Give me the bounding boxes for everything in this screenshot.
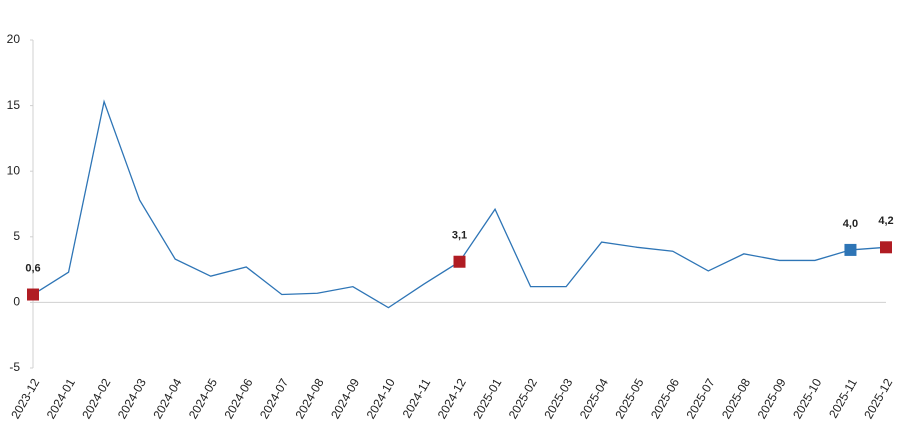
x-tick-label: 2024-05	[186, 376, 220, 421]
x-tick-label: 2025-06	[648, 376, 682, 421]
y-tick-label: 15	[7, 98, 21, 112]
x-tick-label: 2024-02	[79, 376, 113, 421]
x-tick-label: 2024-11	[400, 376, 434, 421]
x-tick-label: 2024-04	[150, 376, 184, 421]
value-label: 3,1	[452, 230, 467, 242]
marker	[27, 288, 39, 301]
x-tick-label: 2024-06	[221, 376, 255, 421]
x-tick-label: 2023-12	[8, 376, 42, 421]
x-tick-label: 2024-07	[257, 376, 291, 421]
value-label: 4,2	[878, 215, 893, 227]
x-tick-label: 2025-04	[577, 376, 611, 421]
line	[32, 99, 887, 309]
marker	[844, 243, 857, 256]
marker	[880, 241, 892, 254]
x-tick-label: 2025-05	[612, 376, 646, 421]
x-tick-label: 2025-02	[506, 376, 540, 421]
x-tick-label: 2025-07	[683, 376, 717, 421]
marker	[453, 255, 466, 268]
value-label: 0,6	[25, 262, 40, 274]
y-tick-label: -5	[9, 360, 20, 374]
x-tick-label: 2024-08	[293, 376, 327, 421]
x-tick-label: 2025-09	[755, 376, 789, 421]
x-tick-label: 2025-01	[470, 376, 504, 421]
y-tick-label: 20	[7, 32, 21, 46]
y-tick-label: 0	[13, 295, 20, 309]
x-tick-label: 2024-10	[364, 376, 398, 421]
x-tick-label: 2024-03	[115, 376, 149, 421]
x-tick-label: 2025-11	[826, 376, 860, 421]
x-tick-label: 2025-12	[861, 376, 895, 421]
value-label: 4,0	[843, 218, 858, 230]
x-tick-label: 2024-09	[328, 376, 362, 421]
y-tick-label: 5	[13, 229, 20, 243]
x-tick-label: 2025-10	[790, 376, 824, 421]
x-tick-label: 2025-03	[541, 376, 575, 421]
x-tick-label: 2024-01	[44, 376, 78, 421]
x-tick-label: 2024-12	[435, 376, 469, 421]
y-tick-label: 10	[7, 163, 21, 177]
x-tick-label: 2025-08	[719, 376, 753, 421]
